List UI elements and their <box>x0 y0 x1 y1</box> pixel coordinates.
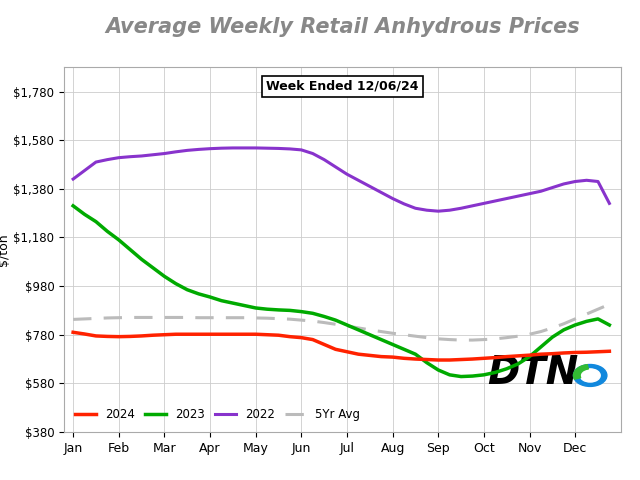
Y-axis label: $/ton: $/ton <box>0 233 10 266</box>
Text: DTN: DTN <box>487 354 579 392</box>
Text: Average Weekly Retail Anhydrous Prices: Average Weekly Retail Anhydrous Prices <box>105 17 580 37</box>
Wedge shape <box>573 365 588 379</box>
Circle shape <box>573 364 607 386</box>
Text: Week Ended 12/06/24: Week Ended 12/06/24 <box>266 80 419 93</box>
Circle shape <box>580 369 600 382</box>
Legend: 2024, 2023, 2022, 5Yr Avg: 2024, 2023, 2022, 5Yr Avg <box>70 404 365 426</box>
